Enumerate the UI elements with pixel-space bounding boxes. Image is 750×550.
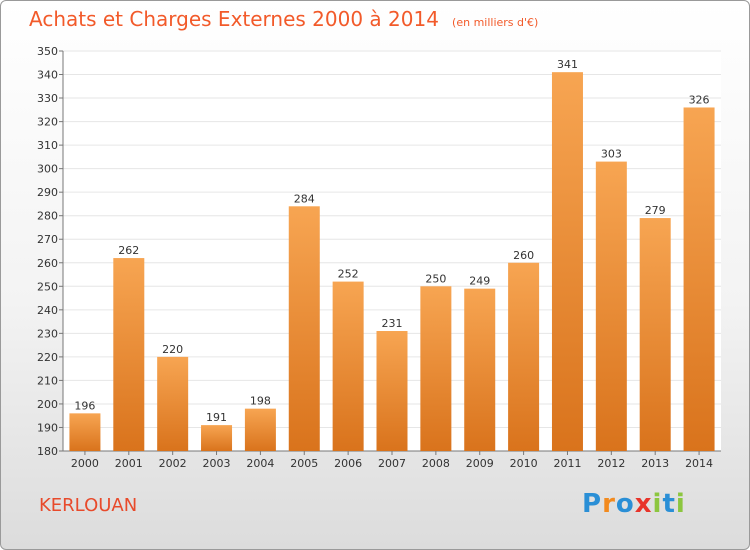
bar xyxy=(244,408,276,451)
bar xyxy=(639,218,671,451)
logo-letter: x xyxy=(634,489,653,519)
x-tick-label: 2007 xyxy=(378,457,406,470)
x-tick-label: 2012 xyxy=(597,457,625,470)
bar-value-label: 262 xyxy=(118,244,139,257)
x-tick-label: 2001 xyxy=(115,457,143,470)
y-tick-label: 280 xyxy=(37,210,58,223)
bar-value-label: 284 xyxy=(294,192,315,205)
y-tick-label: 230 xyxy=(37,327,58,340)
bar xyxy=(464,288,496,451)
bar xyxy=(113,258,145,451)
bar-value-label: 196 xyxy=(74,399,95,412)
y-tick-label: 180 xyxy=(37,445,58,458)
x-tick-label: 2009 xyxy=(466,457,494,470)
x-tick-label: 2004 xyxy=(246,457,274,470)
bar-value-label: 191 xyxy=(206,411,227,424)
logo-letter: o xyxy=(615,489,635,519)
x-tick-label: 2008 xyxy=(422,457,450,470)
chart-title: Achats et Charges Externes 2000 à 2014 xyxy=(29,7,439,31)
bar-value-label: 198 xyxy=(250,395,271,408)
y-tick-label: 220 xyxy=(37,351,58,364)
y-tick-label: 260 xyxy=(37,257,58,270)
y-tick-label: 200 xyxy=(37,398,58,411)
x-tick-label: 2013 xyxy=(641,457,669,470)
bar-value-label: 326 xyxy=(689,93,710,106)
x-tick-label: 2000 xyxy=(71,457,99,470)
bar-value-label: 260 xyxy=(513,249,534,262)
bar-value-label: 231 xyxy=(382,317,403,330)
y-tick-label: 270 xyxy=(37,233,58,246)
logo-letter: i xyxy=(675,489,686,519)
logo-letter: P xyxy=(582,489,603,519)
y-tick-label: 190 xyxy=(37,421,58,434)
bar xyxy=(551,72,583,452)
title-row: Achats et Charges Externes 2000 à 2014 (… xyxy=(29,7,538,31)
bar xyxy=(332,281,364,451)
unit-label: (en milliers d'€) xyxy=(452,16,539,29)
y-tick-label: 240 xyxy=(37,304,58,317)
bar-value-label: 279 xyxy=(645,204,666,217)
bar xyxy=(376,331,408,451)
bar-value-label: 341 xyxy=(557,58,578,71)
bar xyxy=(69,413,101,451)
bar xyxy=(157,356,189,451)
x-tick-label: 2011 xyxy=(553,457,581,470)
y-tick-label: 350 xyxy=(37,45,58,58)
bar-value-label: 303 xyxy=(601,148,622,161)
y-tick-label: 340 xyxy=(37,69,58,82)
bar xyxy=(508,262,540,451)
logo-letter: r xyxy=(602,489,616,519)
x-tick-label: 2005 xyxy=(290,457,318,470)
proxiti-logo: Proxiti xyxy=(582,489,686,519)
bar xyxy=(420,286,452,451)
bar xyxy=(201,425,233,451)
x-tick-label: 2010 xyxy=(510,457,538,470)
bar-value-label: 249 xyxy=(469,275,490,288)
y-tick-label: 330 xyxy=(37,92,58,105)
bar xyxy=(288,206,320,451)
x-tick-label: 2006 xyxy=(334,457,362,470)
logo-letter: t xyxy=(662,489,676,519)
y-tick-label: 210 xyxy=(37,374,58,387)
bar xyxy=(683,107,715,452)
bar xyxy=(595,161,627,451)
y-tick-label: 320 xyxy=(37,116,58,129)
bar-value-label: 220 xyxy=(162,343,183,356)
bar-value-label: 252 xyxy=(338,268,359,281)
y-tick-label: 290 xyxy=(37,186,58,199)
y-tick-label: 250 xyxy=(37,280,58,293)
y-tick-label: 300 xyxy=(37,163,58,176)
x-tick-label: 2014 xyxy=(685,457,713,470)
logo-letter: i xyxy=(652,489,663,519)
y-tick-label: 310 xyxy=(37,139,58,152)
x-tick-label: 2002 xyxy=(159,457,187,470)
bar-value-label: 250 xyxy=(425,272,446,285)
x-tick-label: 2003 xyxy=(203,457,231,470)
place-name: KERLOUAN xyxy=(39,495,138,516)
